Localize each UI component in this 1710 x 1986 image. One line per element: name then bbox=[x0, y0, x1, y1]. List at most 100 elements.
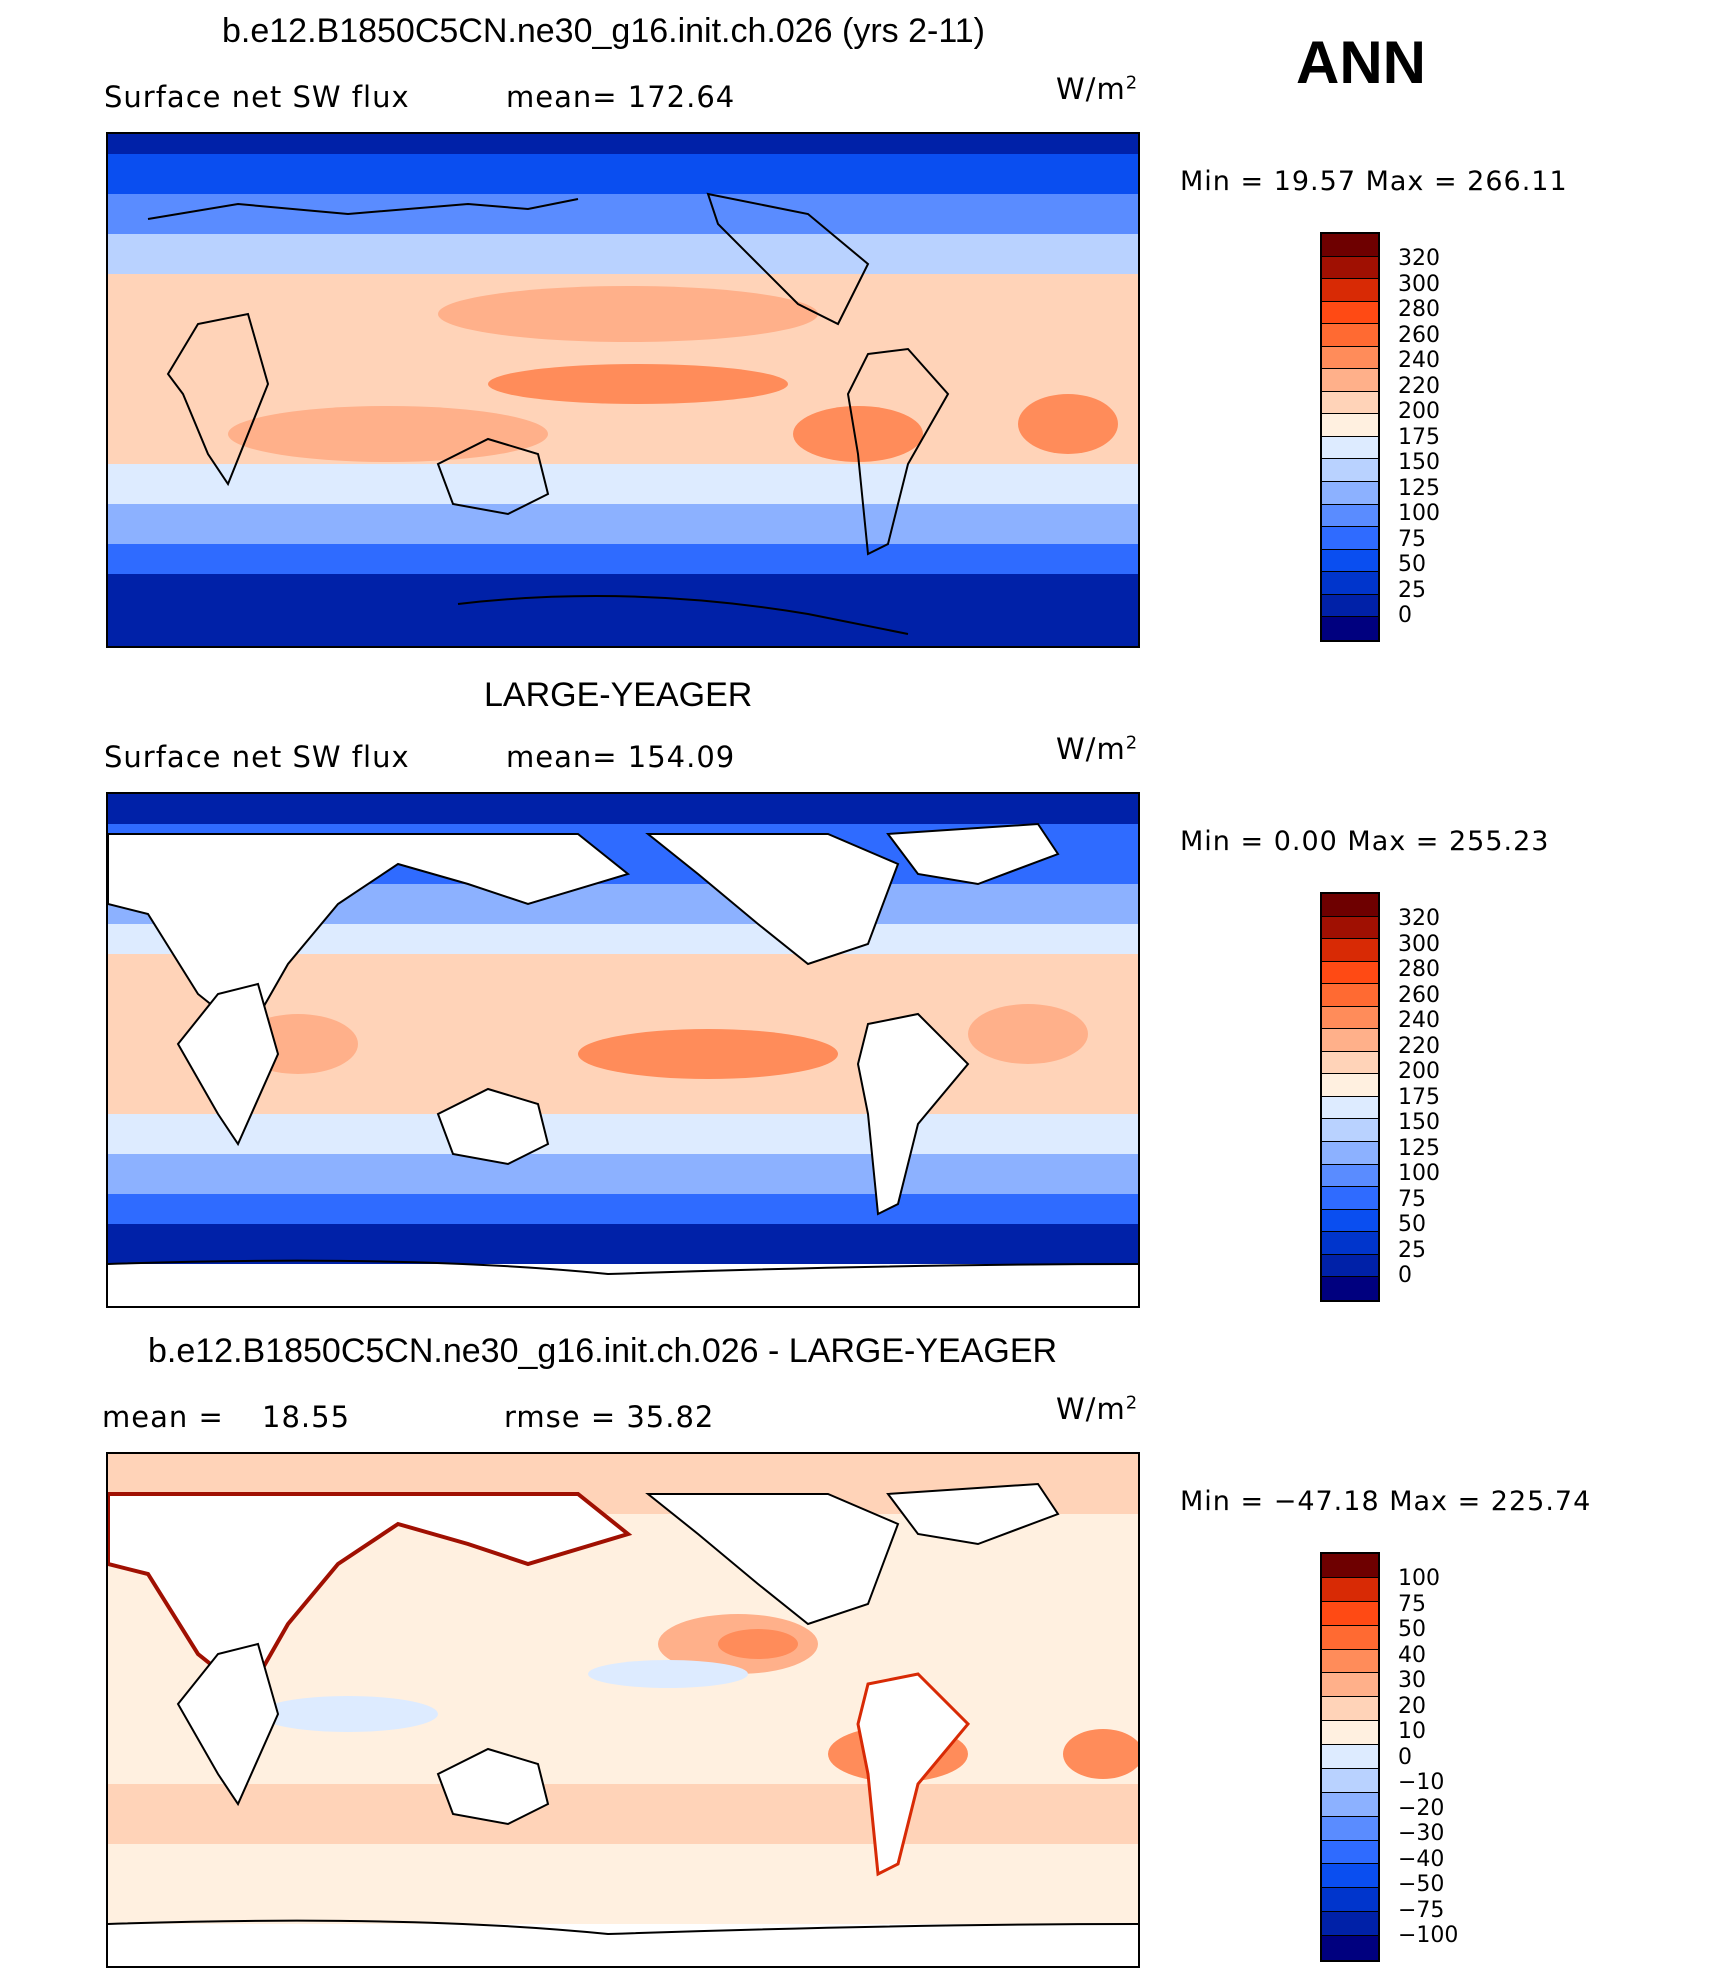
colorbar-swatch bbox=[1322, 1840, 1378, 1865]
colorbar-swatch bbox=[1322, 1649, 1378, 1674]
colorbar-label: 25 bbox=[1398, 577, 1426, 603]
colorbar-label: 240 bbox=[1398, 348, 1440, 373]
colorbar-swatch bbox=[1322, 1164, 1378, 1188]
colorbar-label: 150 bbox=[1398, 450, 1440, 475]
colorbar-swatch bbox=[1322, 1142, 1378, 1165]
panel1-minmax: Min = 19.57 Max = 266.11 bbox=[1180, 166, 1568, 197]
colorbar-label: 50 bbox=[1398, 552, 1426, 577]
colorbar-swatch bbox=[1322, 234, 1378, 257]
colorbar-swatch bbox=[1322, 459, 1378, 483]
colorbar-label: 125 bbox=[1398, 1135, 1440, 1161]
colorbar-swatch bbox=[1322, 1119, 1378, 1143]
colorbar-swatch bbox=[1322, 414, 1378, 437]
colorbar-swatch bbox=[1322, 984, 1378, 1007]
panel2-title: LARGE-YEAGER bbox=[484, 676, 753, 714]
panel3-mean-value: 18.55 bbox=[262, 1400, 351, 1434]
colorbar-label: 0 bbox=[1398, 1744, 1412, 1770]
colorbar-label: 40 bbox=[1398, 1642, 1426, 1668]
colorbar-label: 100 bbox=[1398, 501, 1440, 526]
season-label: ANN bbox=[1296, 29, 1426, 96]
colorbar-label: −30 bbox=[1398, 1821, 1445, 1846]
colorbar-swatch bbox=[1322, 939, 1378, 962]
colorbar-label: 200 bbox=[1398, 1059, 1440, 1084]
panel2-minmax: Min = 0.00 Max = 255.23 bbox=[1180, 826, 1550, 857]
colorbar-label: 320 bbox=[1398, 246, 1440, 271]
panel1-map bbox=[106, 132, 1140, 648]
colorbar-swatch bbox=[1322, 1277, 1378, 1300]
colorbar-swatch bbox=[1322, 527, 1378, 550]
colorbar-label: 0 bbox=[1398, 603, 1412, 628]
colorbar-swatch bbox=[1322, 617, 1378, 640]
colorbar-label: 240 bbox=[1398, 1008, 1440, 1033]
colorbar-label: −20 bbox=[1398, 1795, 1445, 1821]
colorbar-swatch bbox=[1322, 1051, 1378, 1075]
colorbar-label: 175 bbox=[1398, 424, 1440, 450]
colorbar-label: 100 bbox=[1398, 1566, 1440, 1591]
colorbar-label: 50 bbox=[1398, 1617, 1426, 1642]
colorbar-swatch bbox=[1322, 961, 1378, 985]
colorbar-swatch bbox=[1322, 1254, 1378, 1278]
colorbar-swatch bbox=[1322, 256, 1378, 280]
colorbar-swatch bbox=[1322, 1209, 1378, 1233]
colorbar-swatch bbox=[1322, 436, 1378, 460]
colorbar-swatch bbox=[1322, 1074, 1378, 1097]
colorbar-swatch bbox=[1322, 916, 1378, 940]
colorbar-swatch bbox=[1322, 1029, 1378, 1052]
colorbar-label: 25 bbox=[1398, 1237, 1426, 1263]
panel1-title: b.e12.B1850C5CN.ne30_g16.init.ch.026 (yr… bbox=[222, 12, 985, 50]
panel1-variable: Surface net SW flux bbox=[104, 80, 410, 114]
colorbar-label: −50 bbox=[1398, 1872, 1445, 1897]
colorbar-swatch bbox=[1322, 1232, 1378, 1255]
colorbar-label: 220 bbox=[1398, 373, 1440, 399]
colorbar-label: 300 bbox=[1398, 931, 1440, 957]
panel2-units: W/m2 bbox=[1056, 732, 1139, 766]
colorbar-swatch bbox=[1322, 549, 1378, 573]
colorbar-label: 0 bbox=[1398, 1263, 1412, 1288]
colorbar-swatch bbox=[1322, 1006, 1378, 1030]
colorbar-label: 200 bbox=[1398, 399, 1440, 424]
colorbar-swatch bbox=[1322, 1864, 1378, 1889]
colorbar-label: 280 bbox=[1398, 957, 1440, 982]
panel2-variable: Surface net SW flux bbox=[104, 740, 410, 774]
panel3-map bbox=[106, 1452, 1140, 1968]
panel2-mean: mean= 154.09 bbox=[506, 740, 736, 774]
colorbar-swatch bbox=[1322, 1625, 1378, 1650]
colorbar-swatch bbox=[1322, 1721, 1378, 1745]
colorbar-swatch bbox=[1322, 1601, 1378, 1626]
panel3-minmax: Min = −47.18 Max = 225.74 bbox=[1180, 1486, 1592, 1517]
colorbar-label: −100 bbox=[1398, 1923, 1459, 1948]
colorbar-swatch bbox=[1322, 1745, 1378, 1769]
colorbar-swatch bbox=[1322, 346, 1378, 370]
colorbar-swatch bbox=[1322, 391, 1378, 415]
panel2-map bbox=[106, 792, 1140, 1308]
colorbar-swatch bbox=[1322, 594, 1378, 618]
colorbar-swatch bbox=[1322, 369, 1378, 392]
colorbar-label: 280 bbox=[1398, 297, 1440, 322]
colorbar-label: 300 bbox=[1398, 271, 1440, 297]
colorbar-label: 10 bbox=[1398, 1719, 1426, 1744]
colorbar-swatch bbox=[1322, 1577, 1378, 1602]
colorbar-label: 220 bbox=[1398, 1033, 1440, 1059]
colorbar-label: 125 bbox=[1398, 475, 1440, 501]
colorbar-label: 50 bbox=[1398, 1212, 1426, 1237]
colorbar-swatch bbox=[1322, 324, 1378, 347]
colorbar-swatch bbox=[1322, 572, 1378, 595]
colorbar-label: 75 bbox=[1398, 1186, 1426, 1212]
colorbar-label: 260 bbox=[1398, 322, 1440, 348]
colorbar-swatch bbox=[1322, 1697, 1378, 1722]
colorbar-swatch bbox=[1322, 1096, 1378, 1120]
colorbar-swatch bbox=[1322, 1936, 1378, 1960]
colorbar-swatch bbox=[1322, 1673, 1378, 1698]
colorbar-swatch bbox=[1322, 894, 1378, 917]
panel3-rmse: rmse = 35.82 bbox=[504, 1400, 715, 1434]
panel2-colorbar bbox=[1320, 892, 1380, 1302]
colorbar-label: 175 bbox=[1398, 1084, 1440, 1110]
panel1-colorbar bbox=[1320, 232, 1380, 642]
colorbar-swatch bbox=[1322, 279, 1378, 302]
panel1-units: W/m2 bbox=[1056, 72, 1139, 106]
colorbar-label: 20 bbox=[1398, 1693, 1426, 1719]
colorbar-label: 100 bbox=[1398, 1161, 1440, 1186]
panel1-mean: mean= 172.64 bbox=[506, 80, 736, 114]
colorbar-label: 260 bbox=[1398, 982, 1440, 1008]
colorbar-swatch bbox=[1322, 1792, 1378, 1817]
